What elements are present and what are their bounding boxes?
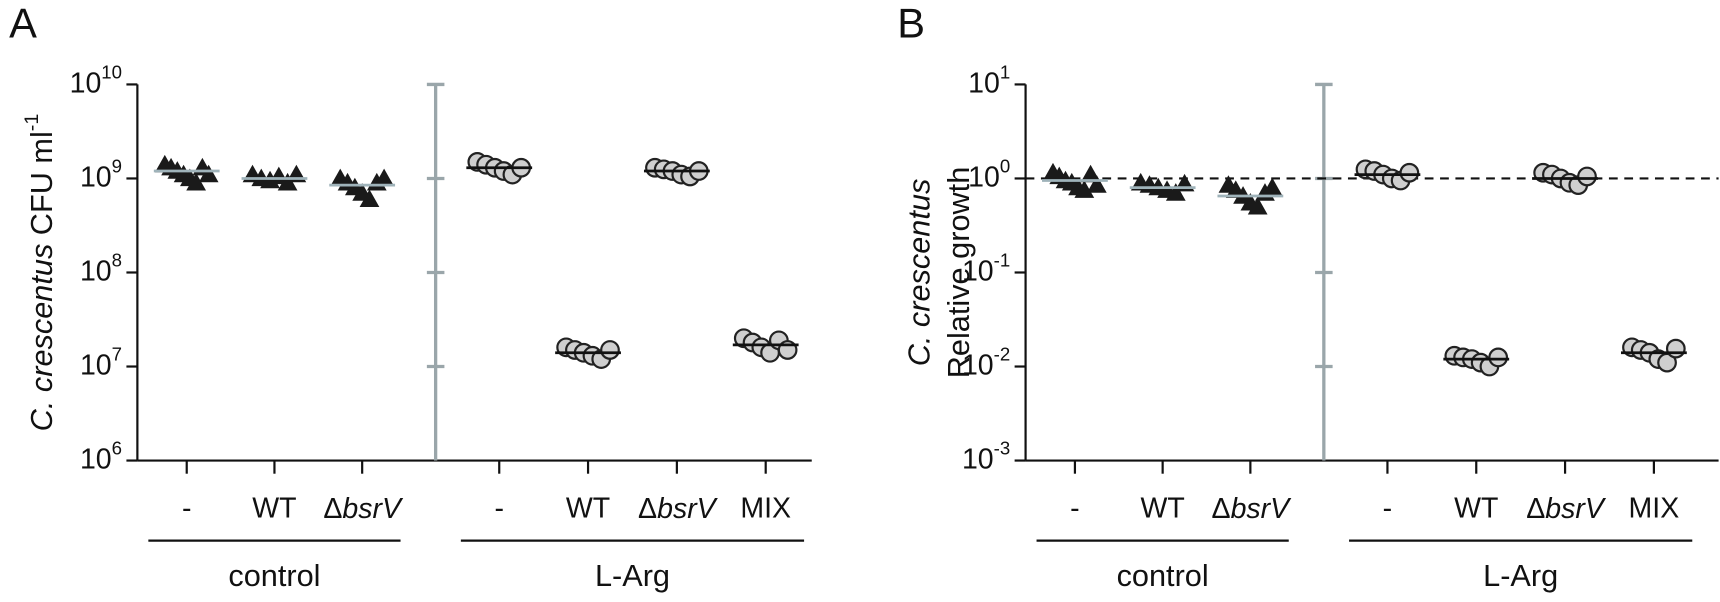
y-tick-label: 106: [80, 438, 122, 476]
y-label-part: Relative growth: [941, 167, 976, 379]
category-label: -: [1070, 492, 1080, 524]
data-point: [1665, 338, 1686, 359]
y-tick-label: 109: [80, 155, 122, 193]
y-tick-label: 101: [968, 61, 1010, 99]
y-label-part: CFU ml: [24, 131, 59, 244]
panel-label: A: [9, 0, 37, 46]
y-axis-label: C. crescentus CFU ml-1: [21, 114, 59, 432]
data-point: [1074, 180, 1095, 198]
y-tick-label: 10-3: [962, 438, 1010, 476]
group-label: L-Arg: [595, 558, 670, 593]
category-label: WT: [1140, 492, 1184, 524]
data-point: [1086, 175, 1107, 193]
y-tick-label: 107: [80, 343, 122, 381]
category-label: WT: [252, 492, 296, 524]
y-tick-label: 10-2: [962, 343, 1010, 381]
data-point: [198, 164, 219, 183]
category-label: WT: [1454, 492, 1498, 524]
category-label: MIX: [1629, 492, 1680, 524]
data-point: [1165, 183, 1186, 201]
data-point: [1262, 177, 1283, 196]
data-point: [359, 189, 380, 207]
data-point: [374, 168, 394, 187]
category-label: ΔbsrV: [1212, 492, 1293, 524]
y-tick-label: 10-1: [962, 249, 1010, 287]
category-label: ΔbsrV: [323, 492, 404, 524]
data-point: [1488, 347, 1509, 368]
category-label: ΔbsrV: [1526, 492, 1607, 524]
group-label: control: [228, 558, 320, 593]
category-label: ΔbsrV: [638, 492, 719, 524]
y-tick-label: 1010: [70, 61, 122, 99]
category-label: -: [1383, 492, 1393, 524]
y-label-part: C. crescentus: [902, 179, 937, 367]
data-point: [1247, 196, 1268, 215]
y-label-part: -1: [21, 114, 43, 132]
category-label: -: [182, 492, 192, 524]
data-point: [1399, 162, 1420, 183]
category-label: WT: [566, 492, 610, 524]
panel-label: B: [897, 0, 925, 46]
group-label: control: [1117, 558, 1209, 593]
category-label: -: [494, 492, 504, 524]
category-label: MIX: [740, 492, 791, 524]
y-axis-label: C. crescentus Relative growth: [902, 167, 976, 379]
y-label-part: C. crescentus: [24, 244, 59, 432]
y-tick-label: 100: [968, 155, 1010, 193]
group-label: L-Arg: [1483, 558, 1558, 593]
data-point: [600, 340, 620, 360]
y-tick-label: 108: [80, 249, 122, 287]
data-point: [186, 172, 206, 191]
data-point: [1577, 166, 1597, 187]
